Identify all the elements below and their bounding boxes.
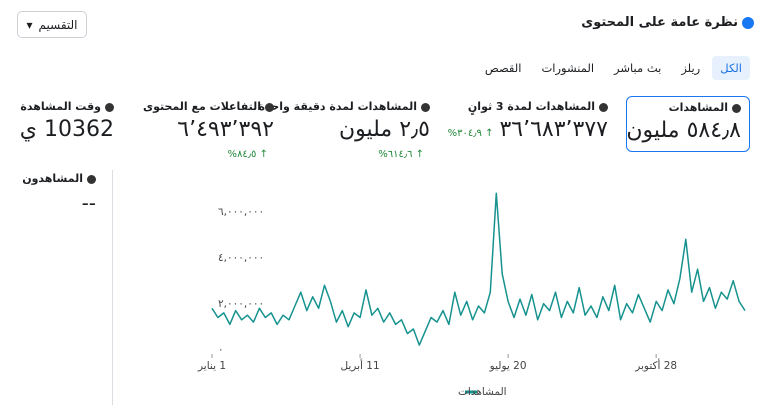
- x-tick-label: 20 يوليو: [489, 360, 527, 372]
- metric-card[interactable]: المشاهدات لمدة دقيقة واحدة ٢٫٥ مليون ↑ ٦١…: [258, 96, 438, 160]
- metric-label-text: التفاعلات مع المحتوى: [142, 100, 261, 113]
- metric-card[interactable]: المشاهدات لمدة 3 ثوانٍ ٣٦٬٦٨٣٬٣٧٧ ↑ ٣٠٤٫٩…: [431, 96, 616, 152]
- viewers-value: --: [81, 191, 96, 215]
- tab[interactable]: بث مباشر: [614, 61, 662, 75]
- metric-label-text: المشاهدات لمدة 3 ثوانٍ: [467, 100, 595, 113]
- metric-card[interactable]: المشاهدات ٥٨٤٫٨ مليون: [626, 96, 750, 152]
- change-text: ٦١٤٫٦%: [378, 149, 413, 160]
- caret: ▾: [26, 17, 33, 32]
- viewers-label-text: المشاهدون: [22, 172, 83, 185]
- metric-label-text: وقت المشاهدة: [20, 100, 101, 113]
- metric-label: المشاهدات لمدة دقيقة واحدة: [258, 100, 430, 113]
- y-tick-label: ٤,٠٠٠,٠٠٠: [218, 252, 264, 264]
- metric-change: ↑ ٨٤٫٥%: [227, 149, 268, 160]
- x-tick-label: 11 أبريل: [340, 358, 379, 372]
- x-tick-label: 1 يناير: [197, 360, 226, 372]
- metric-card[interactable]: التفاعلات مع المحتوى ٦٬٤٩٣٬٣٩٢ ↑ ٨٤٫٥%: [130, 96, 282, 160]
- metric-change: ↑ ٣٠٤٫٩%: [447, 128, 494, 139]
- tabs: الكل ريلز بث مباشر المنشورات القصص: [477, 56, 750, 80]
- tab[interactable]: ريلز: [681, 61, 701, 75]
- metric-value: ٣٦٬٦٨٣٬٣٧٧: [499, 117, 608, 142]
- metric-change: ↑ ٦١٤٫٦%: [378, 149, 424, 160]
- viewers-label: المشاهدون: [6, 172, 96, 185]
- y-tick-label: ٢,٠٠٠,٠٠٠: [218, 298, 264, 310]
- metric-label: المشاهدات: [635, 101, 741, 114]
- tab[interactable]: الكل: [712, 56, 750, 80]
- metric-value: 10362 ي: [19, 117, 114, 142]
- line-series: [211, 192, 746, 346]
- metric-value: ٥٨٤٫٨ مليون: [626, 118, 741, 143]
- y-tick-label: ٦,٠٠٠,٠٠٠: [218, 206, 264, 218]
- metric-label: المشاهدات لمدة 3 ثوانٍ: [439, 100, 608, 113]
- metric-label: وقت المشاهدة: [18, 100, 114, 113]
- change-text: ٨٤٫٥%: [227, 149, 257, 160]
- viewers-panel: المشاهدون --: [6, 172, 96, 215]
- tab[interactable]: المنشورات: [541, 61, 595, 75]
- page-title: نظرة عامة على المحتوى: [581, 15, 738, 30]
- metric-label-text: المشاهدات: [668, 101, 728, 114]
- divider: [112, 170, 113, 405]
- chart: ٠ ٢,٠٠٠,٠٠٠ ٤,٠٠٠,٠٠٠ ٦,٠٠٠,٠٠٠ 1 يناير 11 أب…: [197, 192, 746, 398]
- y-tick-label: ٠: [218, 344, 224, 356]
- metric-card[interactable]: وقت المشاهدة 10362 ي: [10, 96, 122, 152]
- breakdown-button[interactable]: التقسيم ▾: [17, 11, 87, 38]
- x-tick-label: 28 أكتوبر: [634, 358, 677, 372]
- metric-value: ٦٬٤٩٣٬٣٩٢: [177, 117, 274, 142]
- tab[interactable]: القصص: [484, 61, 522, 75]
- metric-label: التفاعلات مع المحتوى: [138, 100, 274, 113]
- metric-value: ٢٫٥ مليون: [338, 117, 430, 142]
- metric-label-text: المشاهدات لمدة دقيقة واحدة: [258, 100, 417, 113]
- facebook-icon: [742, 17, 754, 29]
- legend-label: المشاهدات: [458, 386, 507, 398]
- button-label: التقسيم: [38, 17, 78, 32]
- change-text: ٣٠٤٫٩%: [447, 128, 482, 139]
